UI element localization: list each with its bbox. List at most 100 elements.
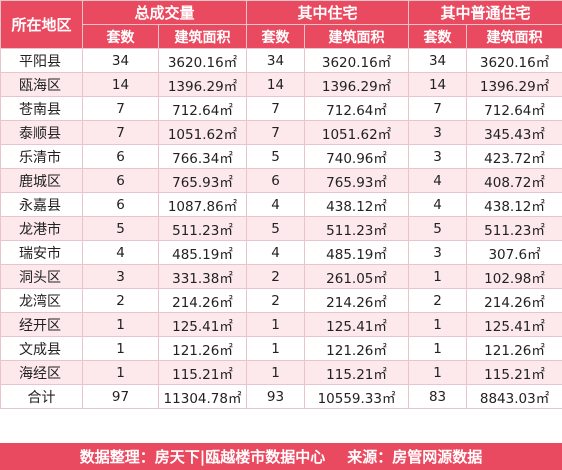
cell-total-units: 2 <box>82 288 159 313</box>
cell-ordinary-units: 1 <box>408 264 468 289</box>
cell-residential-units: 1 <box>246 360 306 385</box>
cell-total-area: 3620.16㎡ <box>157 48 248 73</box>
cell-total-area: 214.26㎡ <box>157 288 248 313</box>
transaction-table: 所在地区 总成交量 其中住宅 其中普通住宅 套数 建筑面积 套数 建筑面积 套数… <box>0 0 562 409</box>
cell-residential-area: 115.21㎡ <box>304 360 410 385</box>
total-cell-total-units: 97 <box>82 384 159 409</box>
cell-total-area: 1051.62㎡ <box>157 120 248 145</box>
header-area: 建筑面积 <box>304 24 410 49</box>
cell-total-units: 6 <box>82 144 159 169</box>
cell-residential-units: 1 <box>246 312 306 337</box>
footer-banner: 数据整理：房天下|瓯越楼市数据中心 来源：房管网源数据 <box>0 443 562 470</box>
cell-residential-units: 14 <box>246 72 306 97</box>
cell-residential-area: 485.19㎡ <box>304 240 410 265</box>
header-area: 建筑面积 <box>157 24 248 49</box>
cell-total-area: 712.64㎡ <box>157 96 248 121</box>
table-row: 平阳县 34 3620.16㎡ 34 3620.16㎡ 34 3620.16㎡ <box>0 48 562 73</box>
header-group-residential: 其中住宅 <box>246 0 410 25</box>
table-row: 泰顺县 7 1051.62㎡ 7 1051.62㎡ 3 345.43㎡ <box>0 120 562 145</box>
total-cell-residential-units: 93 <box>246 384 306 409</box>
cell-ordinary-area: 345.43㎡ <box>466 120 562 145</box>
cell-residential-area: 438.12㎡ <box>304 192 410 217</box>
cell-total-units: 7 <box>82 96 159 121</box>
cell-region: 永嘉县 <box>0 192 83 217</box>
cell-region: 海经区 <box>0 360 83 385</box>
cell-ordinary-area: 214.26㎡ <box>466 288 562 313</box>
cell-region: 瑞安市 <box>0 240 83 265</box>
cell-residential-area: 1051.62㎡ <box>304 120 410 145</box>
table-row: 鹿城区 6 765.93㎡ 6 765.93㎡ 4 408.72㎡ <box>0 168 562 193</box>
cell-region: 乐清市 <box>0 144 83 169</box>
footer-compiled: 数据整理：房天下|瓯越楼市数据中心 <box>79 448 326 466</box>
cell-residential-units: 2 <box>246 288 306 313</box>
cell-ordinary-units: 1 <box>408 360 468 385</box>
cell-ordinary-area: 511.23㎡ <box>466 216 562 241</box>
header-area: 建筑面积 <box>466 24 562 49</box>
table-row: 乐清市 6 766.34㎡ 5 740.96㎡ 3 423.72㎡ <box>0 144 562 169</box>
cell-ordinary-area: 423.72㎡ <box>466 144 562 169</box>
header-units: 套数 <box>408 24 468 49</box>
table-row: 经开区 1 125.41㎡ 1 125.41㎡ 1 125.41㎡ <box>0 312 562 337</box>
cell-total-area: 1087.86㎡ <box>157 192 248 217</box>
cell-residential-area: 511.23㎡ <box>304 216 410 241</box>
cell-total-units: 1 <box>82 312 159 337</box>
table-row: 苍南县 7 712.64㎡ 7 712.64㎡ 7 712.64㎡ <box>0 96 562 121</box>
cell-ordinary-units: 3 <box>408 144 468 169</box>
cell-residential-units: 6 <box>246 168 306 193</box>
total-cell-residential-area: 10559.33㎡ <box>304 384 410 409</box>
cell-ordinary-units: 1 <box>408 336 468 361</box>
total-cell-total-area: 11304.78㎡ <box>157 384 248 409</box>
cell-ordinary-area: 438.12㎡ <box>466 192 562 217</box>
total-cell-ordinary-area: 8843.03㎡ <box>466 384 562 409</box>
cell-ordinary-units: 7 <box>408 96 468 121</box>
cell-ordinary-units: 4 <box>408 192 468 217</box>
cell-residential-units: 7 <box>246 96 306 121</box>
cell-total-units: 6 <box>82 192 159 217</box>
table-row: 龙港市 5 511.23㎡ 5 511.23㎡ 5 511.23㎡ <box>0 216 562 241</box>
cell-ordinary-area: 1396.29㎡ <box>466 72 562 97</box>
cell-residential-units: 7 <box>246 120 306 145</box>
cell-ordinary-area: 102.98㎡ <box>466 264 562 289</box>
cell-residential-units: 2 <box>246 264 306 289</box>
table-row: 文成县 1 121.26㎡ 1 121.26㎡ 1 121.26㎡ <box>0 336 562 361</box>
cell-residential-area: 261.05㎡ <box>304 264 410 289</box>
cell-ordinary-units: 3 <box>408 240 468 265</box>
cell-total-area: 115.21㎡ <box>157 360 248 385</box>
cell-region: 泰顺县 <box>0 120 83 145</box>
cell-ordinary-units: 14 <box>408 72 468 97</box>
cell-residential-units: 34 <box>246 48 306 73</box>
cell-ordinary-area: 115.21㎡ <box>466 360 562 385</box>
cell-ordinary-area: 125.41㎡ <box>466 312 562 337</box>
cell-total-units: 4 <box>82 240 159 265</box>
table-body: 平阳县 34 3620.16㎡ 34 3620.16㎡ 34 3620.16㎡ 瓯海区 14 13… <box>0 48 562 409</box>
cell-residential-area: 121.26㎡ <box>304 336 410 361</box>
cell-region: 瓯海区 <box>0 72 83 97</box>
cell-residential-area: 740.96㎡ <box>304 144 410 169</box>
header-group-total: 总成交量 <box>81 0 248 25</box>
cell-residential-units: 5 <box>246 216 306 241</box>
cell-total-area: 125.41㎡ <box>157 312 248 337</box>
cell-region: 洞头区 <box>0 264 83 289</box>
cell-region: 苍南县 <box>0 96 83 121</box>
cell-total-units: 14 <box>82 72 159 97</box>
cell-total-area: 765.93㎡ <box>157 168 248 193</box>
cell-ordinary-area: 408.72㎡ <box>466 168 562 193</box>
cell-ordinary-units: 3 <box>408 120 468 145</box>
cell-region: 文成县 <box>0 336 83 361</box>
table-row: 瑞安市 4 485.19㎡ 4 485.19㎡ 3 307.6㎡ <box>0 240 562 265</box>
cell-residential-units: 4 <box>246 192 306 217</box>
cell-residential-area: 712.64㎡ <box>304 96 410 121</box>
total-cell-region: 合计 <box>0 384 83 409</box>
cell-total-area: 1396.29㎡ <box>157 72 248 97</box>
table-row: 海经区 1 115.21㎡ 1 115.21㎡ 1 115.21㎡ <box>0 360 562 385</box>
table-row: 永嘉县 6 1087.86㎡ 4 438.12㎡ 4 438.12㎡ <box>0 192 562 217</box>
header-units: 套数 <box>246 24 306 49</box>
footer-source: 来源：房管网源数据 <box>347 448 483 466</box>
cell-residential-area: 1396.29㎡ <box>304 72 410 97</box>
cell-region: 龙湾区 <box>0 288 83 313</box>
cell-total-area: 485.19㎡ <box>157 240 248 265</box>
total-cell-ordinary-units: 83 <box>408 384 468 409</box>
cell-residential-area: 125.41㎡ <box>304 312 410 337</box>
cell-ordinary-units: 34 <box>408 48 468 73</box>
cell-ordinary-units: 1 <box>408 312 468 337</box>
